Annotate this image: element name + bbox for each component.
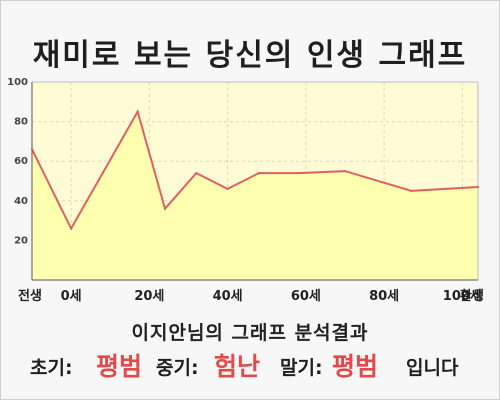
result-suffix: 입니다 <box>406 357 459 379</box>
y-tick-label: 100 <box>7 77 28 88</box>
middle-label: 중기: <box>156 357 199 379</box>
data-point-10 <box>476 185 480 189</box>
y-tick-label: 80 <box>14 117 28 128</box>
data-point-9 <box>410 189 413 193</box>
x-tick-label: 환생 <box>460 288 484 304</box>
data-point-4 <box>195 171 198 175</box>
data-point-3 <box>163 207 167 210</box>
life-area <box>32 111 478 280</box>
x-tick-label: 40세 <box>213 289 243 304</box>
data-point-5 <box>226 187 229 191</box>
x-tick-label: 20세 <box>134 289 164 304</box>
y-tick-labels: 20 40 60 80 100 <box>7 77 28 246</box>
x-tick-label: 80세 <box>369 289 399 304</box>
x-tick-label: 60세 <box>291 289 321 304</box>
x-tick-label: 0세 <box>61 289 82 304</box>
result-line: 초기: 평범 중기: 험난 말기: 평범 입니다 <box>0 345 500 385</box>
data-point-6 <box>257 171 261 175</box>
analysis-subtitle: 이지안님의 그래프 분석결과 <box>131 322 369 344</box>
early-label: 초기: <box>30 357 73 379</box>
early-value: 평범 <box>96 352 143 381</box>
y-tick-label: 40 <box>14 196 28 207</box>
middle-value: 험난 <box>214 352 261 381</box>
late-label: 말기: <box>280 357 323 379</box>
y-tick-label: 60 <box>14 156 28 167</box>
data-point-8 <box>343 169 347 173</box>
data-point-0 <box>30 148 34 151</box>
data-point-7 <box>296 171 300 175</box>
x-tick-label: 100세 <box>443 289 482 304</box>
x-tick-label: 전생 <box>18 288 42 304</box>
data-point-2 <box>136 110 139 113</box>
y-tick-label: 20 <box>14 235 28 246</box>
late-value: 평범 <box>332 352 379 381</box>
data-point-1 <box>69 227 73 230</box>
chart-title: 재미로 보는 당신의 인생 그래프 <box>32 38 468 73</box>
